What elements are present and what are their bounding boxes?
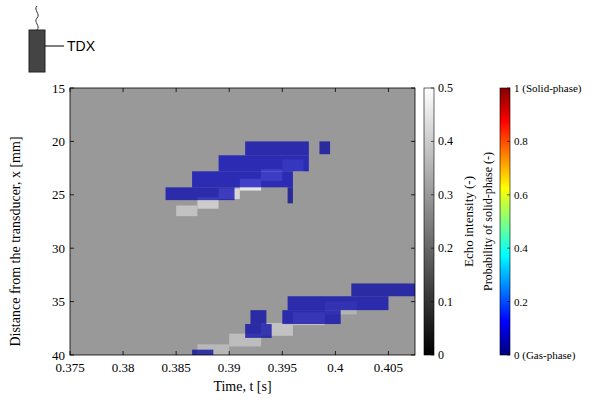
y-tick-label: 20: [52, 134, 65, 149]
x-tick-label: 0.405: [374, 360, 403, 375]
probability-cell: [192, 350, 213, 355]
y-tick: [411, 248, 415, 249]
x-tick: [176, 88, 177, 92]
plot-frame: [70, 88, 415, 355]
y-tick-label: 15: [52, 81, 65, 96]
y-tick: [70, 194, 74, 195]
x-tick: [70, 351, 71, 355]
echo-cell: [70, 88, 415, 355]
colorbar-tick: [431, 141, 434, 142]
y-tick: [70, 355, 74, 356]
colorbar-tick: [431, 88, 434, 89]
x-tick-label: 0.38: [112, 360, 135, 375]
colorbar-tick: [431, 355, 434, 356]
x-tick: [388, 88, 389, 92]
y-tick-label: 40: [52, 348, 65, 363]
probability-cell: [192, 171, 293, 187]
colorbar-tick: [431, 248, 434, 249]
colorbar-tick-label: 0.8: [514, 135, 528, 147]
probability-cell: [166, 187, 235, 200]
y-tick: [411, 141, 415, 142]
transducer-leader: [45, 46, 64, 47]
y-tick-label: 30: [52, 241, 65, 256]
colorbar-bar: [424, 88, 434, 355]
y-tick: [411, 88, 415, 89]
x-tick: [176, 351, 177, 355]
probability-cell: [245, 141, 309, 155]
probability-cell: [319, 141, 330, 154]
colorbar-bar: [500, 88, 510, 355]
colorbar-tick-label: 0.3: [438, 188, 453, 202]
colorbar-title: Probability of solid-phase (-): [481, 152, 495, 291]
transducer: [29, 30, 45, 72]
probability-cell: [245, 324, 272, 338]
transducer-label: TDX: [67, 38, 96, 54]
colorbar-tick-label: 0.4: [514, 242, 528, 254]
colorbar-tick-label: 0.5: [438, 81, 453, 95]
colorbar-tick-label: 1 (Solid-phase): [514, 82, 582, 95]
colorbar-tick: [507, 248, 510, 249]
x-tick: [282, 351, 283, 355]
x-tick-label: 0.385: [162, 360, 191, 375]
y-tick: [411, 301, 415, 302]
colorbar-tick: [507, 194, 510, 195]
x-tick: [123, 351, 124, 355]
x-tick: [123, 88, 124, 92]
y-tick: [411, 355, 415, 356]
y-tick: [70, 88, 74, 89]
y-tick: [70, 301, 74, 302]
colorbar-tick-label: 0 (Gas-phase): [514, 349, 576, 362]
y-tick: [70, 141, 74, 142]
x-tick: [229, 88, 230, 92]
probability-cell: [282, 310, 340, 324]
colorbar-title: Echo intensity (-): [461, 176, 476, 267]
y-axis-title: Distance from the transducer, x [mm]: [8, 136, 23, 346]
colorbar-tick-label: 0.2: [514, 296, 528, 308]
colorbar-tick: [507, 355, 510, 356]
x-tick: [335, 351, 336, 355]
cells: [70, 88, 415, 355]
y-tick: [411, 194, 415, 195]
x-tick: [282, 88, 283, 92]
x-tick: [229, 351, 230, 355]
probability-cell: [288, 296, 389, 310]
colorbar-tick-label: 0.6: [514, 189, 528, 201]
x-tick-label: 0.4: [327, 360, 344, 375]
colorbar-tick-label: 0.1: [438, 295, 453, 309]
y-tick: [70, 248, 74, 249]
x-tick: [388, 351, 389, 355]
x-tick: [70, 88, 71, 92]
echo-cell: [176, 205, 197, 216]
colorbar: 0 (Gas-phase) 0.2 0.4 0.6 0.8 1 (Solid-phase)…: [481, 82, 582, 362]
colorbar-tick: [431, 301, 434, 302]
colorbar-tick: [431, 194, 434, 195]
x-tick: [335, 88, 336, 92]
colorbar: 0 0.1 0.2 0.3 0.4 0.5 Echo intensity (-): [424, 81, 476, 362]
chart: 0.3750.380.3850.390.3950.40.405152025303…: [0, 0, 607, 409]
colorbar-tick-label: 0.2: [438, 241, 453, 255]
colorbar-tick: [507, 301, 510, 302]
probability-cell: [288, 187, 293, 203]
probability-cell: [219, 155, 309, 171]
x-tick-label: 0.395: [268, 360, 297, 375]
y-tick-label: 25: [52, 187, 65, 202]
colorbar-tick: [507, 141, 510, 142]
colorbar-tick-label: 0.4: [438, 134, 453, 148]
x-tick-label: 0.39: [218, 360, 241, 375]
transducer-wire: [36, 6, 38, 30]
probability-cell: [250, 310, 266, 324]
y-tick-label: 35: [52, 294, 65, 309]
colorbar-tick-label: 0: [438, 348, 444, 362]
x-axis-title: Time, t [s]: [213, 379, 271, 394]
probability-cell: [351, 283, 415, 296]
colorbar-tick: [507, 88, 510, 89]
